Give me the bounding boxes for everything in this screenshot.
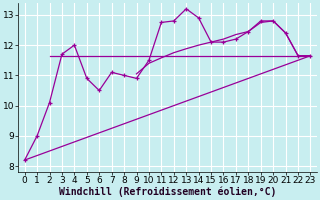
X-axis label: Windchill (Refroidissement éolien,°C): Windchill (Refroidissement éolien,°C) bbox=[59, 187, 276, 197]
